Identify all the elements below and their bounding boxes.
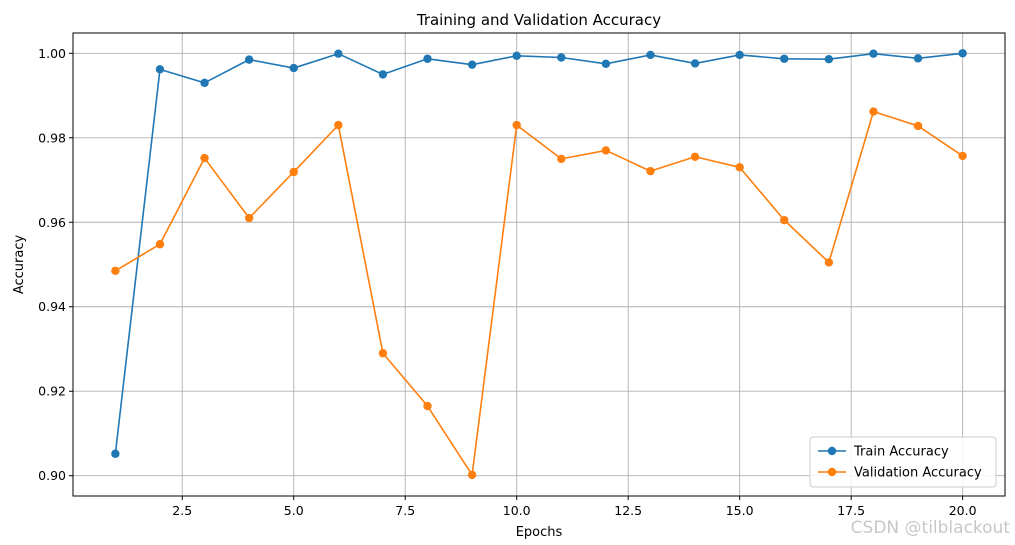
data-point — [289, 63, 298, 73]
data-point — [467, 470, 477, 480]
data-point — [958, 49, 967, 58]
data-point — [913, 54, 923, 63]
data-point — [111, 449, 120, 458]
axis-ticks: 2.5 5.0 7.5 10.0 12.5 15.0 17.5 20.0 0.90 0.92 0.9… — [38, 46, 976, 518]
data-point — [155, 65, 165, 74]
data-point — [557, 154, 566, 164]
data-point — [200, 78, 209, 88]
data-point — [780, 215, 789, 225]
legend-entry: Train Accuracy — [818, 445, 949, 460]
watermark: CSDN @tilblackout — [851, 518, 1011, 538]
x-tick-label: 5.0 — [284, 503, 304, 518]
data-point — [646, 50, 655, 60]
data-point — [735, 50, 744, 60]
plot-series — [111, 49, 967, 480]
data-point — [601, 59, 611, 69]
series-line — [114, 52, 963, 454]
y-tick-label: 1.00 — [38, 46, 66, 61]
x-axis-label: Epochs — [516, 525, 563, 540]
x-tick-label: 15.0 — [726, 503, 754, 518]
data-point — [690, 152, 700, 161]
y-tick-label: 0.94 — [38, 299, 66, 314]
legend-label: Validation Accuracy — [854, 466, 982, 481]
legend-entry: Validation Accuracy — [818, 466, 982, 481]
grid-lines — [73, 33, 1005, 496]
data-point — [289, 167, 298, 177]
x-tick-label: 10.0 — [503, 503, 531, 518]
y-tick-label: 0.92 — [38, 384, 66, 399]
data-point — [824, 258, 834, 267]
data-point — [334, 49, 343, 58]
data-point — [467, 60, 477, 69]
data-point — [869, 107, 878, 116]
y-axis-label: Accuracy — [12, 235, 27, 295]
legend-marker — [827, 467, 837, 477]
data-point — [780, 54, 789, 63]
series-line — [114, 110, 964, 476]
data-point — [244, 213, 254, 223]
x-tick-label: 7.5 — [395, 503, 415, 518]
data-point — [735, 163, 744, 172]
data-point — [557, 53, 566, 62]
x-tick-label: 2.5 — [172, 503, 192, 518]
data-point — [646, 166, 655, 176]
data-point — [378, 349, 388, 358]
plot-frame — [72, 32, 1006, 497]
legend-label: Train Accuracy — [853, 445, 949, 460]
data-point — [334, 120, 343, 130]
x-tick-label: 12.5 — [614, 503, 642, 518]
series-train — [111, 49, 967, 458]
data-point — [378, 70, 388, 79]
chart-title: Training and Validation Accuracy — [416, 11, 661, 29]
data-point — [869, 49, 878, 58]
data-point — [512, 51, 521, 61]
data-point — [690, 59, 700, 68]
data-point — [913, 121, 923, 131]
series-validation — [111, 107, 967, 480]
data-point — [200, 153, 209, 163]
y-tick-label: 0.98 — [38, 130, 66, 145]
x-tick-label: 17.5 — [837, 503, 865, 518]
data-point — [512, 120, 521, 130]
data-point — [958, 151, 967, 161]
legend-box — [809, 436, 997, 488]
data-point — [111, 266, 120, 276]
legend-marker — [827, 446, 837, 456]
data-point — [244, 55, 254, 64]
data-point — [423, 401, 432, 411]
data-point — [155, 240, 165, 249]
y-tick-label: 0.90 — [38, 468, 66, 483]
data-point — [423, 54, 432, 63]
x-tick-label: 20.0 — [949, 503, 977, 518]
legend: Train Accuracy Validation Accuracy — [809, 436, 997, 488]
data-point — [824, 54, 834, 64]
data-point — [601, 146, 611, 155]
y-tick-label: 0.96 — [38, 215, 66, 230]
